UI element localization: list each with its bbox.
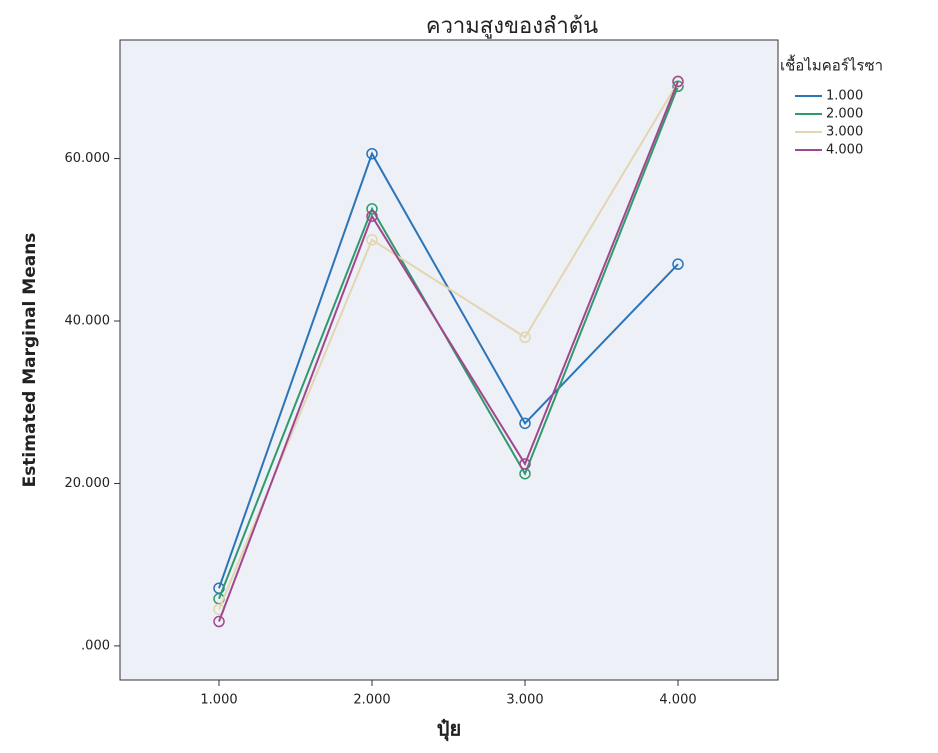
legend-label: 4.000 (826, 143, 863, 158)
data-point (672, 258, 684, 270)
data-point (519, 331, 531, 344)
data-point (366, 203, 378, 215)
x-tick-label: 2.000 (353, 693, 390, 708)
legend-label: 3.000 (826, 125, 863, 140)
x-tick-label: 3.000 (506, 693, 543, 708)
x-tick-label: 1.000 (200, 693, 237, 708)
x-tick-label: 4.000 (659, 693, 696, 708)
data-point (366, 147, 378, 160)
x-axis-label: ปุ๋ย (437, 717, 461, 742)
data-point (213, 615, 225, 628)
data-point (672, 80, 684, 93)
y-tick-label: 60.000 (65, 151, 111, 166)
series-line (218, 81, 679, 610)
y-tick-label: 20.000 (65, 476, 111, 491)
data-point (366, 234, 378, 246)
data-point (519, 458, 531, 470)
series-line (218, 81, 679, 622)
chart-title: ความสูงของลำต้น (426, 14, 598, 39)
y-axis-label: Estimated Marginal Means (20, 233, 40, 488)
plot-area (119, 39, 779, 681)
data-point (672, 75, 684, 88)
y-tick-label: 40.000 (65, 314, 111, 329)
legend-title: เชื้อไมคอร์ไรซา (780, 55, 883, 75)
data-point (366, 210, 378, 222)
data-point (519, 417, 531, 430)
legend-label: 2.000 (826, 107, 863, 122)
y-tick-label: .000 (81, 638, 110, 653)
legend-label: 1.000 (826, 89, 863, 104)
